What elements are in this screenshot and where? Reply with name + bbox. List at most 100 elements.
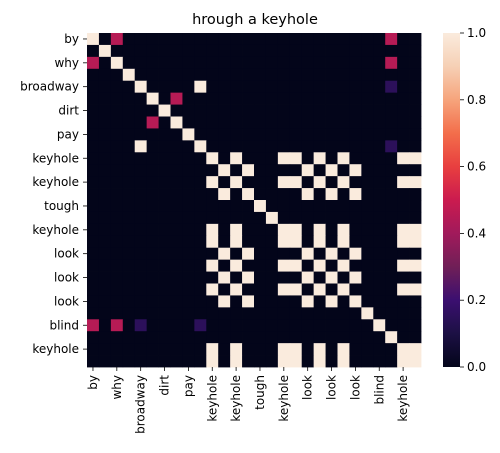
heatmap-cell <box>194 307 207 320</box>
heatmap-cell <box>373 331 386 344</box>
heatmap-cell <box>170 104 183 117</box>
heatmap-cell <box>242 92 255 105</box>
colorbar-tick-label: 0.2 <box>467 293 486 307</box>
heatmap-cell <box>361 235 374 249</box>
heatmap-cell <box>122 116 136 129</box>
heatmap-cell <box>313 33 326 46</box>
heatmap-cell <box>325 80 338 94</box>
heatmap-cell <box>277 80 291 94</box>
heatmap-cell <box>218 200 231 213</box>
heatmap-cell <box>194 211 207 225</box>
heatmap-cell <box>409 44 422 58</box>
heatmap-cell <box>265 152 279 165</box>
heatmap-cell <box>170 128 183 141</box>
heatmap-cell <box>325 295 338 308</box>
heatmap-cell <box>206 259 219 272</box>
heatmap-cell <box>242 152 255 165</box>
heatmap-cell <box>254 319 267 332</box>
heatmap-cell <box>349 283 362 296</box>
heatmap-cell <box>349 92 362 105</box>
heatmap-cell <box>337 235 350 249</box>
heatmap-cell <box>110 247 124 261</box>
heatmap-cell <box>146 283 159 296</box>
heatmap-cell <box>87 343 100 356</box>
heatmap-cell <box>242 33 255 46</box>
heatmap-cell <box>230 80 243 94</box>
heatmap-cell <box>134 283 148 296</box>
heatmap-cell <box>337 80 350 94</box>
heatmap-cell <box>182 188 195 201</box>
heatmap-cell <box>87 92 100 105</box>
heatmap-cell <box>218 176 231 189</box>
heatmap-cell <box>122 343 136 356</box>
heatmap-cell <box>349 331 362 344</box>
heatmap-cell <box>134 331 148 344</box>
heatmap-cell <box>301 355 315 368</box>
heatmap-cell <box>98 164 112 177</box>
heatmap-cell <box>409 355 422 368</box>
heatmap-cell <box>361 80 374 94</box>
heatmap-cell <box>325 283 338 296</box>
heatmap-cell <box>170 319 183 332</box>
y-tick-label: tough <box>44 199 79 213</box>
heatmap-cell <box>146 211 159 225</box>
heatmap-cell <box>98 128 112 141</box>
heatmap-cell <box>110 80 124 94</box>
heatmap-cell <box>230 295 243 308</box>
heatmap-cell <box>325 128 338 141</box>
heatmap-cell <box>110 164 124 177</box>
heatmap-cell <box>170 200 183 213</box>
heatmap-cell <box>254 152 267 165</box>
heatmap-cell <box>409 259 422 272</box>
heatmap-cell <box>146 68 159 82</box>
heatmap-cell <box>110 104 124 117</box>
heatmap-cell <box>194 128 207 141</box>
heatmap-cell <box>146 188 159 201</box>
heatmap-cell <box>361 319 374 332</box>
heatmap-cell <box>349 223 362 237</box>
heatmap-cell <box>349 295 362 308</box>
heatmap-cell <box>98 140 112 153</box>
heatmap-cell <box>361 283 374 296</box>
chart-title: hrough a keyhole <box>192 12 318 28</box>
heatmap-cell <box>218 271 231 284</box>
heatmap-cell <box>122 319 136 332</box>
heatmap-cell <box>337 271 350 284</box>
heatmap-cell <box>325 355 338 368</box>
heatmap-cell <box>134 188 148 201</box>
heatmap-cell <box>409 152 422 165</box>
heatmap-cell <box>146 259 159 272</box>
heatmap-cell <box>337 176 350 189</box>
heatmap-cell <box>218 128 231 141</box>
heatmap-cell <box>361 152 374 165</box>
heatmap-cell <box>170 211 183 225</box>
heatmap-cell <box>206 176 219 189</box>
heatmap-cell <box>98 247 112 261</box>
heatmap-cell <box>146 223 159 237</box>
heatmap-cell <box>361 355 374 368</box>
heatmap-cell <box>385 247 398 261</box>
heatmap-cell <box>265 319 279 332</box>
heatmap-cell <box>385 188 398 201</box>
heatmap-cell <box>289 56 303 70</box>
heatmap-cell <box>361 295 374 308</box>
heatmap-cell <box>87 283 100 296</box>
heatmap-cell <box>254 271 267 284</box>
heatmap-cell <box>87 307 100 320</box>
heatmap-cell <box>87 104 100 117</box>
heatmap-cell <box>361 259 374 272</box>
heatmap-cell <box>397 223 410 237</box>
heatmap-cell <box>361 307 374 320</box>
heatmap-cell <box>289 128 303 141</box>
heatmap-cell <box>242 343 255 356</box>
heatmap-cell <box>158 331 171 344</box>
heatmap-cell <box>289 152 303 165</box>
heatmap-cell <box>230 104 243 117</box>
heatmap-cell <box>265 44 279 58</box>
heatmap-cell <box>349 176 362 189</box>
heatmap-cell <box>230 200 243 213</box>
heatmap-cell <box>265 211 279 225</box>
heatmap-cell <box>110 319 124 332</box>
heatmap-cell <box>134 259 148 272</box>
